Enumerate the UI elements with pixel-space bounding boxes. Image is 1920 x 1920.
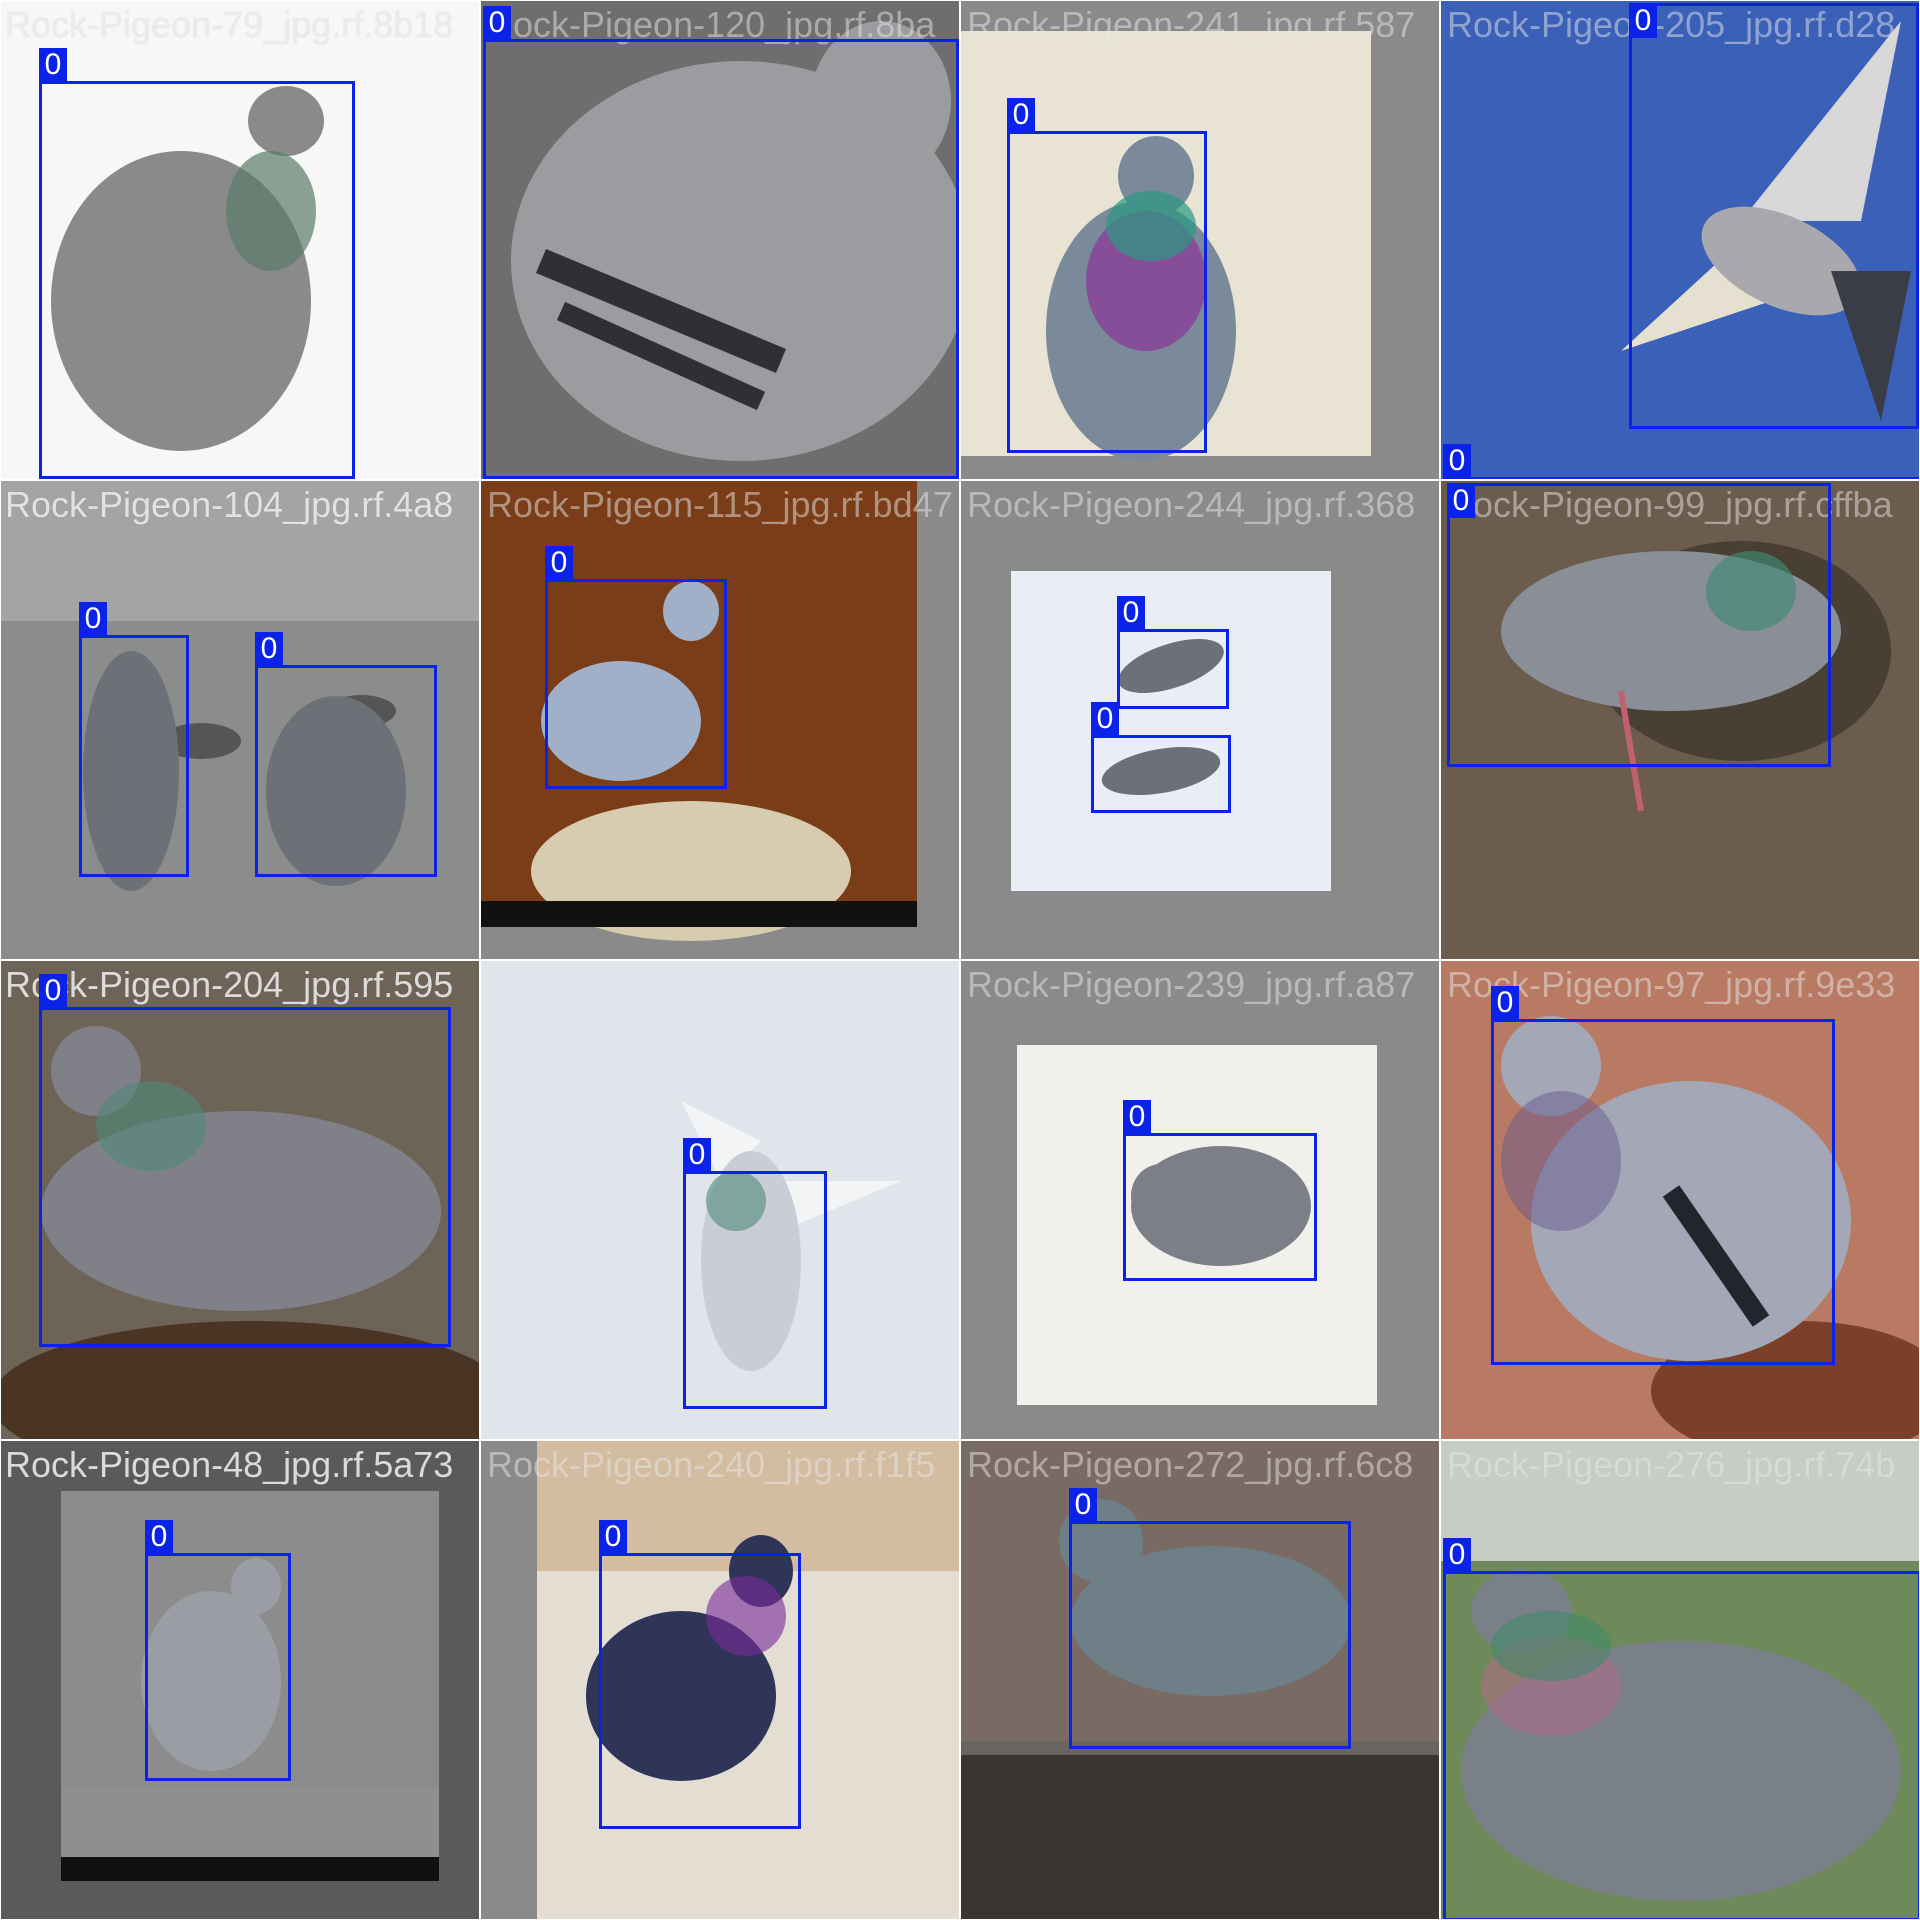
class-label: 0 [1007,98,1035,132]
mosaic-tile: Rock-Pigeon-272_jpg.rf.6c8 0 [960,1440,1440,1920]
mosaic-tile: Rock-Pigeon-120_jpg.rf.8ba 0 [480,0,960,480]
bounding-box: 0 [1443,444,1919,479]
photo [1,1,479,479]
class-label: 0 [545,546,573,580]
mosaic-tile: Rock-Pigeon-239_jpg.rf.a87 0 [960,960,1440,1440]
mosaic-tile: Rock-Pigeon-205_jpg.rf.d28 0 0 [1440,0,1920,480]
class-label: 0 [1123,1100,1151,1134]
mosaic-tile: Rock-Pigeon-244_jpg.rf.368 0 0 [960,480,1440,960]
class-label: 0 [1491,986,1519,1020]
photo [481,961,959,1439]
class-label: 0 [39,974,67,1008]
class-label: 0 [483,6,511,40]
class-label: 0 [79,602,107,636]
bounding-box: 0 [483,6,959,479]
class-label: 0 [599,1520,627,1554]
class-label: 0 [255,632,283,666]
photo [481,1,959,479]
bounding-box: 0 [1447,483,1831,767]
photo [1,961,479,1439]
photo [961,1441,1439,1919]
class-label: 0 [1091,702,1119,736]
bounding-box: 0 [1491,986,1835,1365]
class-label: 0 [1443,444,1471,478]
photo [481,481,959,959]
mosaic-tile: Rock-Pigeon-104_jpg.rf.4a8 0 0 [0,480,480,960]
photo [481,1441,959,1919]
bounding-box: 0 [255,632,437,877]
mosaic-tile: Rock-Pigeon-97_jpg.rf.9e33 0 [1440,960,1920,1440]
class-label: 0 [1447,484,1475,518]
bounding-box: 0 [1123,1100,1317,1281]
bounding-box: 0 [1069,1488,1351,1749]
photo [1,481,479,959]
class-label: 0 [39,48,67,82]
bounding-box: 0 [1091,702,1231,813]
photo [1441,481,1919,959]
mosaic-tile: Rock-Pigeon-79_jpg.rf.8b18 0 [0,0,480,480]
mosaic-tile: Rock-Pigeon-99_jpg.rf.cffba 0 [1440,480,1920,960]
mosaic-tile: Rock-Pigeon-204_jpg.rf.595 0 [0,960,480,1440]
class-label: 0 [145,1520,173,1554]
photo [1441,1441,1919,1919]
photo [961,1,1439,479]
mosaic-tile: Rock-Pigeon-276_jpg.rf.74b 0 [1440,1440,1920,1920]
class-label: 0 [1629,4,1657,38]
mosaic-tile: Rock-Pigeon-115_jpg.rf.bd47 0 [480,480,960,960]
bounding-box: 0 [79,602,189,877]
class-label: 0 [683,1138,711,1172]
bounding-box: 0 [1007,98,1207,453]
class-label: 0 [1117,596,1145,630]
bounding-box: 0 [39,48,355,479]
bounding-box: 0 [1117,596,1229,709]
bounding-box: 0 [545,546,727,789]
bounding-box: 0 [683,1138,827,1409]
photo [1,1441,479,1919]
bounding-box: 0 [599,1520,801,1829]
class-label: 0 [1069,1488,1097,1522]
mosaic-tile: Rock-Pigeon-240_jpg.rf.f1f5 0 [480,1440,960,1920]
bounding-box: 0 [145,1520,291,1781]
photo [1441,1,1919,479]
mosaic-tile: Rock-Pigeon-241_jpg.rf.587 0 [960,0,1440,480]
mosaic-tile: 0 [480,960,960,1440]
bounding-box: 0 [1629,3,1919,429]
bounding-box: 0 [1443,1538,1919,1919]
photo [961,961,1439,1439]
class-label: 0 [1443,1538,1471,1572]
photo [961,481,1439,959]
photo [1441,961,1919,1439]
mosaic-tile: Rock-Pigeon-48_jpg.rf.5a73 0 [0,1440,480,1920]
bounding-box: 0 [39,974,451,1347]
